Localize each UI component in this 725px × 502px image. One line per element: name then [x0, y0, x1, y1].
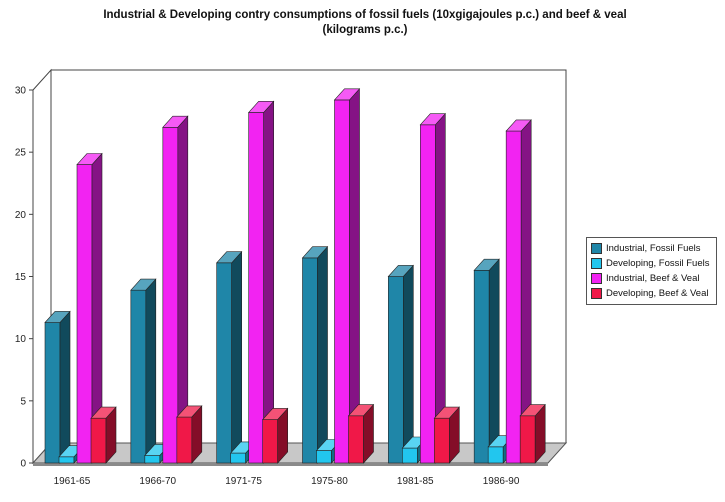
legend: Industrial, Fossil Fuels Developing, Foss… [586, 237, 717, 305]
legend-label: Industrial, Fossil Fuels [606, 243, 701, 254]
bar [347, 403, 375, 464]
bar-side [145, 278, 157, 464]
x-axis: 1961-65 1966-70 1971-75 1975-80 1981-85 1986-… [54, 476, 520, 487]
bar-front [230, 452, 246, 464]
legend-item: Developing, Fossil Fuels [591, 256, 710, 271]
bar-top [519, 404, 546, 417]
legend-item: Industrial, Fossil Fuels [591, 241, 710, 256]
bar-top [433, 406, 460, 419]
bars [44, 88, 546, 464]
bar [44, 310, 71, 464]
bar-top [76, 153, 103, 165]
bar-top [473, 258, 500, 271]
bar-front [487, 446, 504, 464]
bar-front [473, 269, 490, 464]
bar [76, 152, 103, 464]
bar-top [347, 404, 375, 417]
bar-top [301, 246, 329, 259]
bar-side [402, 264, 414, 464]
bar-front [388, 276, 404, 464]
bar [176, 405, 203, 464]
bar-front [58, 456, 75, 464]
bar-front [130, 289, 147, 464]
bar [90, 406, 117, 464]
legend-item: Developing, Beef & Veal [591, 286, 710, 301]
bar-side [59, 310, 71, 464]
bar-front [248, 112, 264, 464]
bar-top [419, 113, 446, 126]
x-tick-label: 1966-70 [139, 476, 176, 487]
bar-top [44, 311, 71, 323]
bar-front [519, 415, 536, 464]
y-tick-label: 25 [15, 148, 27, 159]
legend-swatch [591, 243, 602, 254]
y-tick-label: 15 [15, 272, 27, 283]
bar-front [76, 164, 93, 464]
bar-top [262, 408, 289, 420]
legend-item: Industrial, Beef & Veal [591, 271, 710, 286]
bar [333, 88, 361, 464]
bar-front [90, 417, 107, 464]
bar [130, 278, 157, 464]
y-tick-label: 0 [20, 459, 26, 470]
x-tick-label: 1961-65 [54, 476, 91, 487]
floor-edge [33, 463, 548, 466]
bar-front [316, 450, 332, 464]
bar-top [130, 278, 157, 291]
y-tick-label: 10 [15, 334, 27, 345]
bar [387, 264, 414, 464]
legend-swatch [591, 273, 602, 284]
bar-side [231, 250, 242, 464]
y-axis: 0 5 10 15 20 25 30 [15, 86, 33, 470]
bar [301, 245, 329, 464]
bar-front [334, 99, 350, 464]
bar-front [434, 417, 450, 464]
bar [262, 407, 289, 464]
bar-top [387, 265, 414, 277]
bar-front [162, 127, 179, 464]
bar-front [176, 416, 193, 464]
bar-front [216, 262, 232, 464]
bar-top [248, 101, 275, 113]
bar-top [90, 406, 117, 419]
bar [433, 406, 460, 464]
chart-title: Industrial & Developing contry consumpti… [40, 8, 690, 38]
legend-label: Industrial, Beef & Veal [606, 273, 700, 284]
bar-top [176, 405, 203, 418]
bar-front [144, 455, 161, 464]
bar-top [216, 251, 243, 264]
legend-label: Developing, Fossil Fuels [606, 258, 710, 269]
chart-title-line-1: Industrial & Developing contry consumpti… [103, 9, 627, 21]
bar-front [402, 447, 418, 464]
bar-front [348, 415, 364, 464]
chart-title-line-2: (kilograms p.c.) [322, 24, 408, 36]
bar-side [488, 258, 500, 464]
x-tick-label: 1986-90 [483, 476, 520, 487]
bar [216, 250, 243, 464]
bar-front [420, 124, 436, 464]
y-tick-label: 20 [15, 210, 27, 221]
bar [419, 112, 446, 464]
bar-front [302, 257, 318, 464]
legend-label: Developing, Beef & Veal [606, 288, 709, 299]
bar [162, 115, 189, 464]
legend-swatch [591, 258, 602, 269]
x-tick-label: 1971-75 [225, 476, 262, 487]
y-tick-label: 5 [20, 396, 26, 407]
x-tick-label: 1981-85 [397, 476, 434, 487]
x-tick-label: 1975-80 [311, 476, 348, 487]
bar [519, 403, 546, 464]
bar [473, 258, 500, 464]
bar-front [262, 419, 278, 464]
bar-front [505, 130, 522, 464]
bar-top [162, 115, 189, 128]
bar-side [317, 245, 328, 464]
bar [248, 100, 275, 464]
bar-top [333, 88, 361, 101]
bar-top [505, 119, 532, 132]
bar-front [44, 322, 61, 464]
legend-swatch [591, 288, 602, 299]
y-tick-label: 30 [15, 86, 27, 97]
